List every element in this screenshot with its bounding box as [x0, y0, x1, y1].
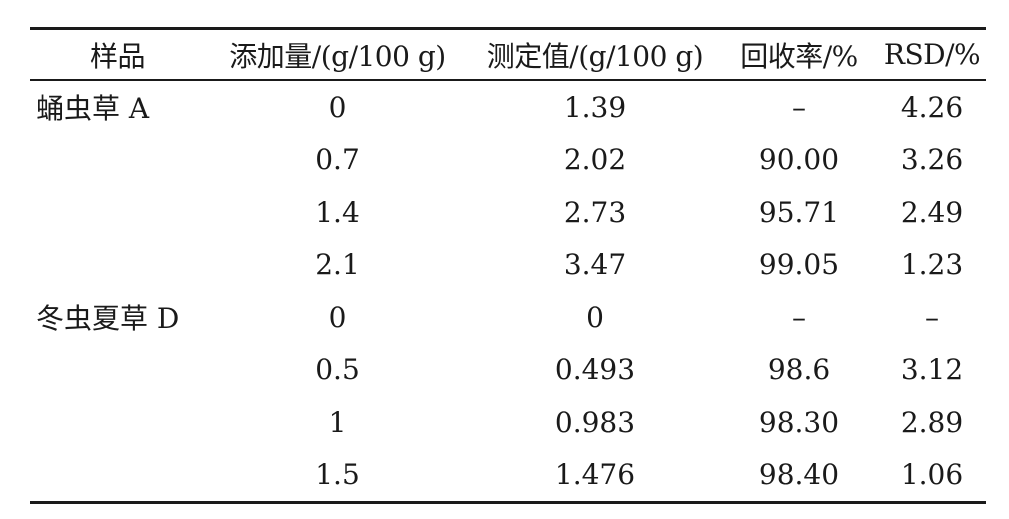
header-measured-value: 测定值/(g/100 g) — [486, 39, 704, 73]
header-row: 样品 添加量/(g/100 g) 测定值/(g/100 g) 回收率/% RSD… — [30, 30, 986, 79]
cell-rsd: 1.06 — [900, 458, 964, 492]
cell-measured-value: 1.476 — [554, 458, 636, 492]
cell-rsd: 3.12 — [900, 353, 964, 387]
table-row: 1 0.983 98.30 2.89 — [30, 396, 986, 449]
cell-recovery-rate: – — [792, 90, 806, 124]
cell-measured-value: 2.73 — [563, 195, 627, 229]
cell-measured-value: 0.983 — [554, 405, 636, 439]
cell-rsd: 3.26 — [900, 143, 964, 177]
cell-rsd: 4.26 — [900, 90, 964, 124]
cell-added-amount: 0.5 — [315, 353, 360, 387]
header-recovery-rate: 回收率/% — [740, 39, 858, 73]
cell-added-amount: 0 — [328, 300, 347, 334]
cell-added-amount: 2.1 — [315, 248, 360, 282]
cell-rsd: 2.49 — [900, 195, 964, 229]
header-sample: 样品 — [89, 39, 146, 73]
cell-recovery-rate: 98.30 — [758, 405, 840, 439]
cell-added-amount: 1 — [328, 405, 347, 439]
cell-measured-value: 1.39 — [563, 90, 627, 124]
table-row: 蛹虫草 A 0 1.39 – 4.26 — [30, 81, 986, 134]
table-body: 蛹虫草 A 0 1.39 – 4.26 0.7 2.02 90.00 3.26 1.4 2.73 95… — [30, 81, 986, 501]
recovery-table: 样品 添加量/(g/100 g) 测定值/(g/100 g) 回收率/% RSD… — [30, 27, 986, 504]
cell-added-amount: 0.7 — [315, 143, 360, 177]
cell-sample: 蛹虫草 A — [36, 92, 150, 126]
table-row: 1.4 2.73 95.71 2.49 — [30, 186, 986, 239]
cell-sample — [30, 239, 205, 292]
cell-added-amount: 1.5 — [315, 458, 360, 492]
cell-rsd: 2.89 — [900, 405, 964, 439]
cell-recovery-rate: 95.71 — [758, 195, 840, 229]
cell-sample — [30, 396, 205, 449]
table-row: 0.5 0.493 98.6 3.12 — [30, 344, 986, 397]
cell-recovery-rate: 99.05 — [758, 248, 840, 282]
cell-sample — [30, 344, 205, 397]
data-table: 样品 添加量/(g/100 g) 测定值/(g/100 g) 回收率/% RSD… — [30, 30, 986, 79]
cell-sample — [30, 134, 205, 187]
table-row: 2.1 3.47 99.05 1.23 — [30, 239, 986, 292]
table-row: 冬虫夏草 D 0 0 – – — [30, 291, 986, 344]
table-row: 1.5 1.476 98.40 1.06 — [30, 449, 986, 502]
header-rule — [30, 79, 986, 81]
header-added-amount: 添加量/(g/100 g) — [229, 39, 446, 73]
cell-added-amount: 1.4 — [315, 195, 360, 229]
cell-recovery-rate: 90.00 — [758, 143, 840, 177]
header-rsd: RSD/% — [883, 38, 981, 71]
cell-recovery-rate: – — [792, 300, 806, 334]
data-table-body: 蛹虫草 A 0 1.39 – 4.26 0.7 2.02 90.00 3.26 1.4 2.73 95… — [30, 81, 986, 501]
cell-sample — [30, 449, 205, 502]
cell-rsd: 1.23 — [900, 248, 964, 282]
cell-measured-value: 0 — [586, 300, 604, 334]
table-header: 样品 添加量/(g/100 g) 测定值/(g/100 g) 回收率/% RSD… — [30, 30, 986, 79]
table-row: 0.7 2.02 90.00 3.26 — [30, 134, 986, 187]
cell-recovery-rate: 98.40 — [758, 458, 840, 492]
cell-recovery-rate: 98.6 — [767, 353, 831, 387]
cell-sample — [30, 186, 205, 239]
cell-rsd: – — [925, 300, 939, 334]
cell-sample: 冬虫夏草 D — [36, 302, 180, 336]
top-rule — [30, 27, 986, 30]
cell-measured-value: 3.47 — [563, 248, 627, 282]
cell-added-amount: 0 — [328, 90, 347, 124]
bottom-rule — [30, 501, 986, 504]
cell-measured-value: 0.493 — [554, 353, 636, 387]
cell-measured-value: 2.02 — [563, 143, 627, 177]
